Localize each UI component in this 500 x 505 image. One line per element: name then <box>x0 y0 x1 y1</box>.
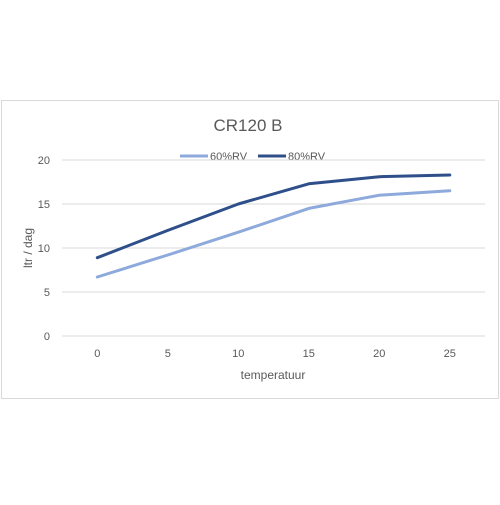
chart-border <box>1 100 499 399</box>
x-tick-label: 5 <box>165 348 171 360</box>
y-tick-label: 20 <box>38 155 50 167</box>
y-tick-label: 5 <box>44 287 50 299</box>
x-tick-label: 25 <box>444 348 456 360</box>
series-lines <box>95 173 452 279</box>
series-line-80rv <box>95 173 452 260</box>
y-tick-labels: 0 5 10 15 20 <box>38 155 50 343</box>
x-tick-labels: 0 5 10 15 20 25 <box>94 348 456 360</box>
y-tick-label: 15 <box>38 199 50 211</box>
x-tick-label: 20 <box>373 348 385 360</box>
y-tick-label: 10 <box>38 243 50 255</box>
y-tick-label: 0 <box>44 331 50 343</box>
y-axis-label: ltr / dag <box>21 228 35 268</box>
x-tick-label: 10 <box>232 348 244 360</box>
series-line-60rv <box>95 189 452 279</box>
gridlines <box>62 159 485 337</box>
x-tick-label: 15 <box>303 348 315 360</box>
x-axis-label: temperatuur <box>241 368 306 382</box>
chart-title: CR120 B <box>214 116 283 135</box>
x-tick-label: 0 <box>94 348 100 360</box>
legend-label-80rv: 80%RV <box>288 151 326 163</box>
legend-label-60rv: 60%RV <box>210 151 248 163</box>
